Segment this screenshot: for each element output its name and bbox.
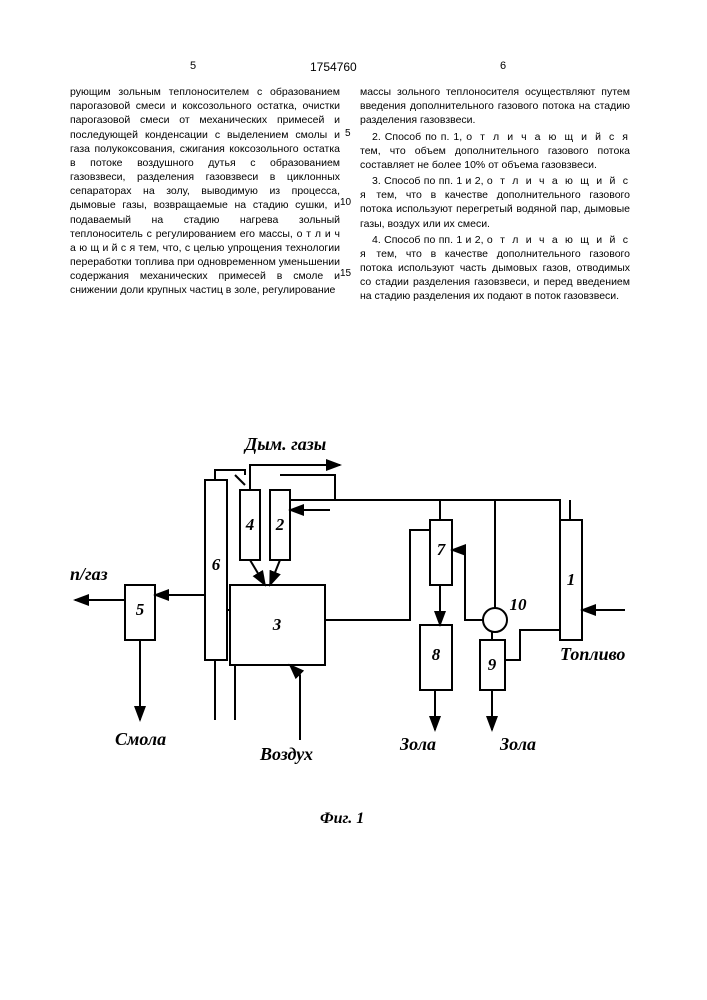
column-left: рующим зольным теплоносителем с образова… xyxy=(70,85,340,304)
page-number-right: 6 xyxy=(500,60,506,72)
box-1-label: 1 xyxy=(567,570,576,589)
box-6-label: 6 xyxy=(212,555,221,574)
label-toplivo: Топливо xyxy=(560,644,625,664)
claim-4: 4. Способ по пп. 1 и 2, о т л и ч а ю щ … xyxy=(360,233,630,304)
claim-2: 2. Способ по п. 1, о т л и ч а ю щ и й с… xyxy=(360,130,630,173)
box-2-label: 2 xyxy=(275,515,285,534)
claim-1-cont: массы зольного теплоносителя осуществляю… xyxy=(360,85,630,128)
column-right: массы зольного теплоносителя осуществляю… xyxy=(360,85,630,304)
box-9-label: 9 xyxy=(488,655,497,674)
box-8-label: 8 xyxy=(432,645,441,664)
patent-number: 1754760 xyxy=(310,60,357,74)
claim-3: 3. Способ по пп. 1 и 2, о т л и ч а ю щ … xyxy=(360,174,630,231)
label-p-gaz: п/газ xyxy=(70,564,108,584)
label-zola-1: Зола xyxy=(399,734,436,754)
col-left-text: рующим зольным теплоносителем с образова… xyxy=(70,86,340,296)
figure-caption: Фиг. 1 xyxy=(320,810,364,828)
box-10-label: 10 xyxy=(510,595,528,614)
text-columns: рующим зольным теплоносителем с образова… xyxy=(70,85,630,304)
page-number-left: 5 xyxy=(190,60,196,72)
process-flow-diagram: 1 2 3 4 5 6 7 8 9 10 Дым. газы п/газ Смо… xyxy=(70,430,630,800)
label-vozduh: Воздух xyxy=(259,744,313,764)
box-5-label: 5 xyxy=(136,600,145,619)
box-3-label: 3 xyxy=(272,615,282,634)
box-4-label: 4 xyxy=(245,515,255,534)
label-dym-gazy: Дым. газы xyxy=(243,434,326,454)
label-smola: Смола xyxy=(115,729,166,749)
label-zola-2: Зола xyxy=(499,734,536,754)
